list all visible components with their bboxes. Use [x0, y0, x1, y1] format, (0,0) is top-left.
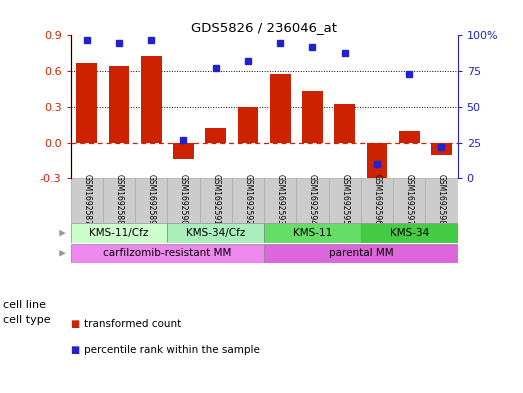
Text: GSM1692589: GSM1692589: [147, 174, 156, 225]
Bar: [135, 178, 167, 223]
Text: KMS-34: KMS-34: [390, 228, 429, 238]
Bar: [393, 178, 425, 223]
Text: transformed count: transformed count: [84, 319, 181, 329]
Bar: [167, 224, 264, 243]
Bar: [167, 178, 200, 223]
Bar: [425, 178, 458, 223]
Text: GSM1692592: GSM1692592: [244, 174, 253, 225]
Text: GSM1692596: GSM1692596: [372, 174, 381, 226]
Title: GDS5826 / 236046_at: GDS5826 / 236046_at: [191, 21, 337, 34]
Bar: [173, 143, 194, 159]
Text: GSM1692594: GSM1692594: [308, 174, 317, 226]
Text: GSM1692591: GSM1692591: [211, 174, 220, 225]
Bar: [141, 56, 162, 143]
Text: KMS-11: KMS-11: [293, 228, 332, 238]
Bar: [334, 105, 355, 143]
Bar: [103, 178, 135, 223]
Bar: [71, 244, 264, 263]
Text: cell line: cell line: [3, 299, 46, 310]
Bar: [71, 178, 103, 223]
Text: GSM1692598: GSM1692598: [437, 174, 446, 225]
Text: GSM1692587: GSM1692587: [82, 174, 91, 225]
Text: cell type: cell type: [3, 315, 50, 325]
Bar: [232, 178, 264, 223]
Bar: [237, 107, 258, 143]
Bar: [328, 178, 361, 223]
Text: percentile rank within the sample: percentile rank within the sample: [84, 345, 259, 355]
Text: parental MM: parental MM: [328, 248, 393, 258]
Text: KMS-11/Cfz: KMS-11/Cfz: [89, 228, 149, 238]
Bar: [71, 224, 167, 243]
Bar: [431, 143, 452, 154]
Bar: [367, 143, 388, 185]
Text: GSM1692588: GSM1692588: [115, 174, 123, 225]
Text: GSM1692595: GSM1692595: [340, 174, 349, 226]
Text: KMS-34/Cfz: KMS-34/Cfz: [186, 228, 245, 238]
Bar: [264, 244, 458, 263]
Bar: [200, 178, 232, 223]
Bar: [264, 178, 297, 223]
Text: GSM1692597: GSM1692597: [405, 174, 414, 226]
Text: carfilzomib-resistant MM: carfilzomib-resistant MM: [103, 248, 232, 258]
Bar: [297, 178, 328, 223]
Bar: [270, 73, 291, 143]
Bar: [399, 131, 420, 143]
Bar: [302, 92, 323, 143]
Text: GSM1692590: GSM1692590: [179, 174, 188, 226]
Bar: [205, 129, 226, 143]
Bar: [264, 224, 361, 243]
Text: GSM1692593: GSM1692593: [276, 174, 285, 226]
Text: ■: ■: [71, 345, 80, 355]
Bar: [76, 63, 97, 143]
Text: ■: ■: [71, 319, 80, 329]
Bar: [361, 178, 393, 223]
Bar: [108, 66, 130, 143]
Bar: [361, 224, 458, 243]
